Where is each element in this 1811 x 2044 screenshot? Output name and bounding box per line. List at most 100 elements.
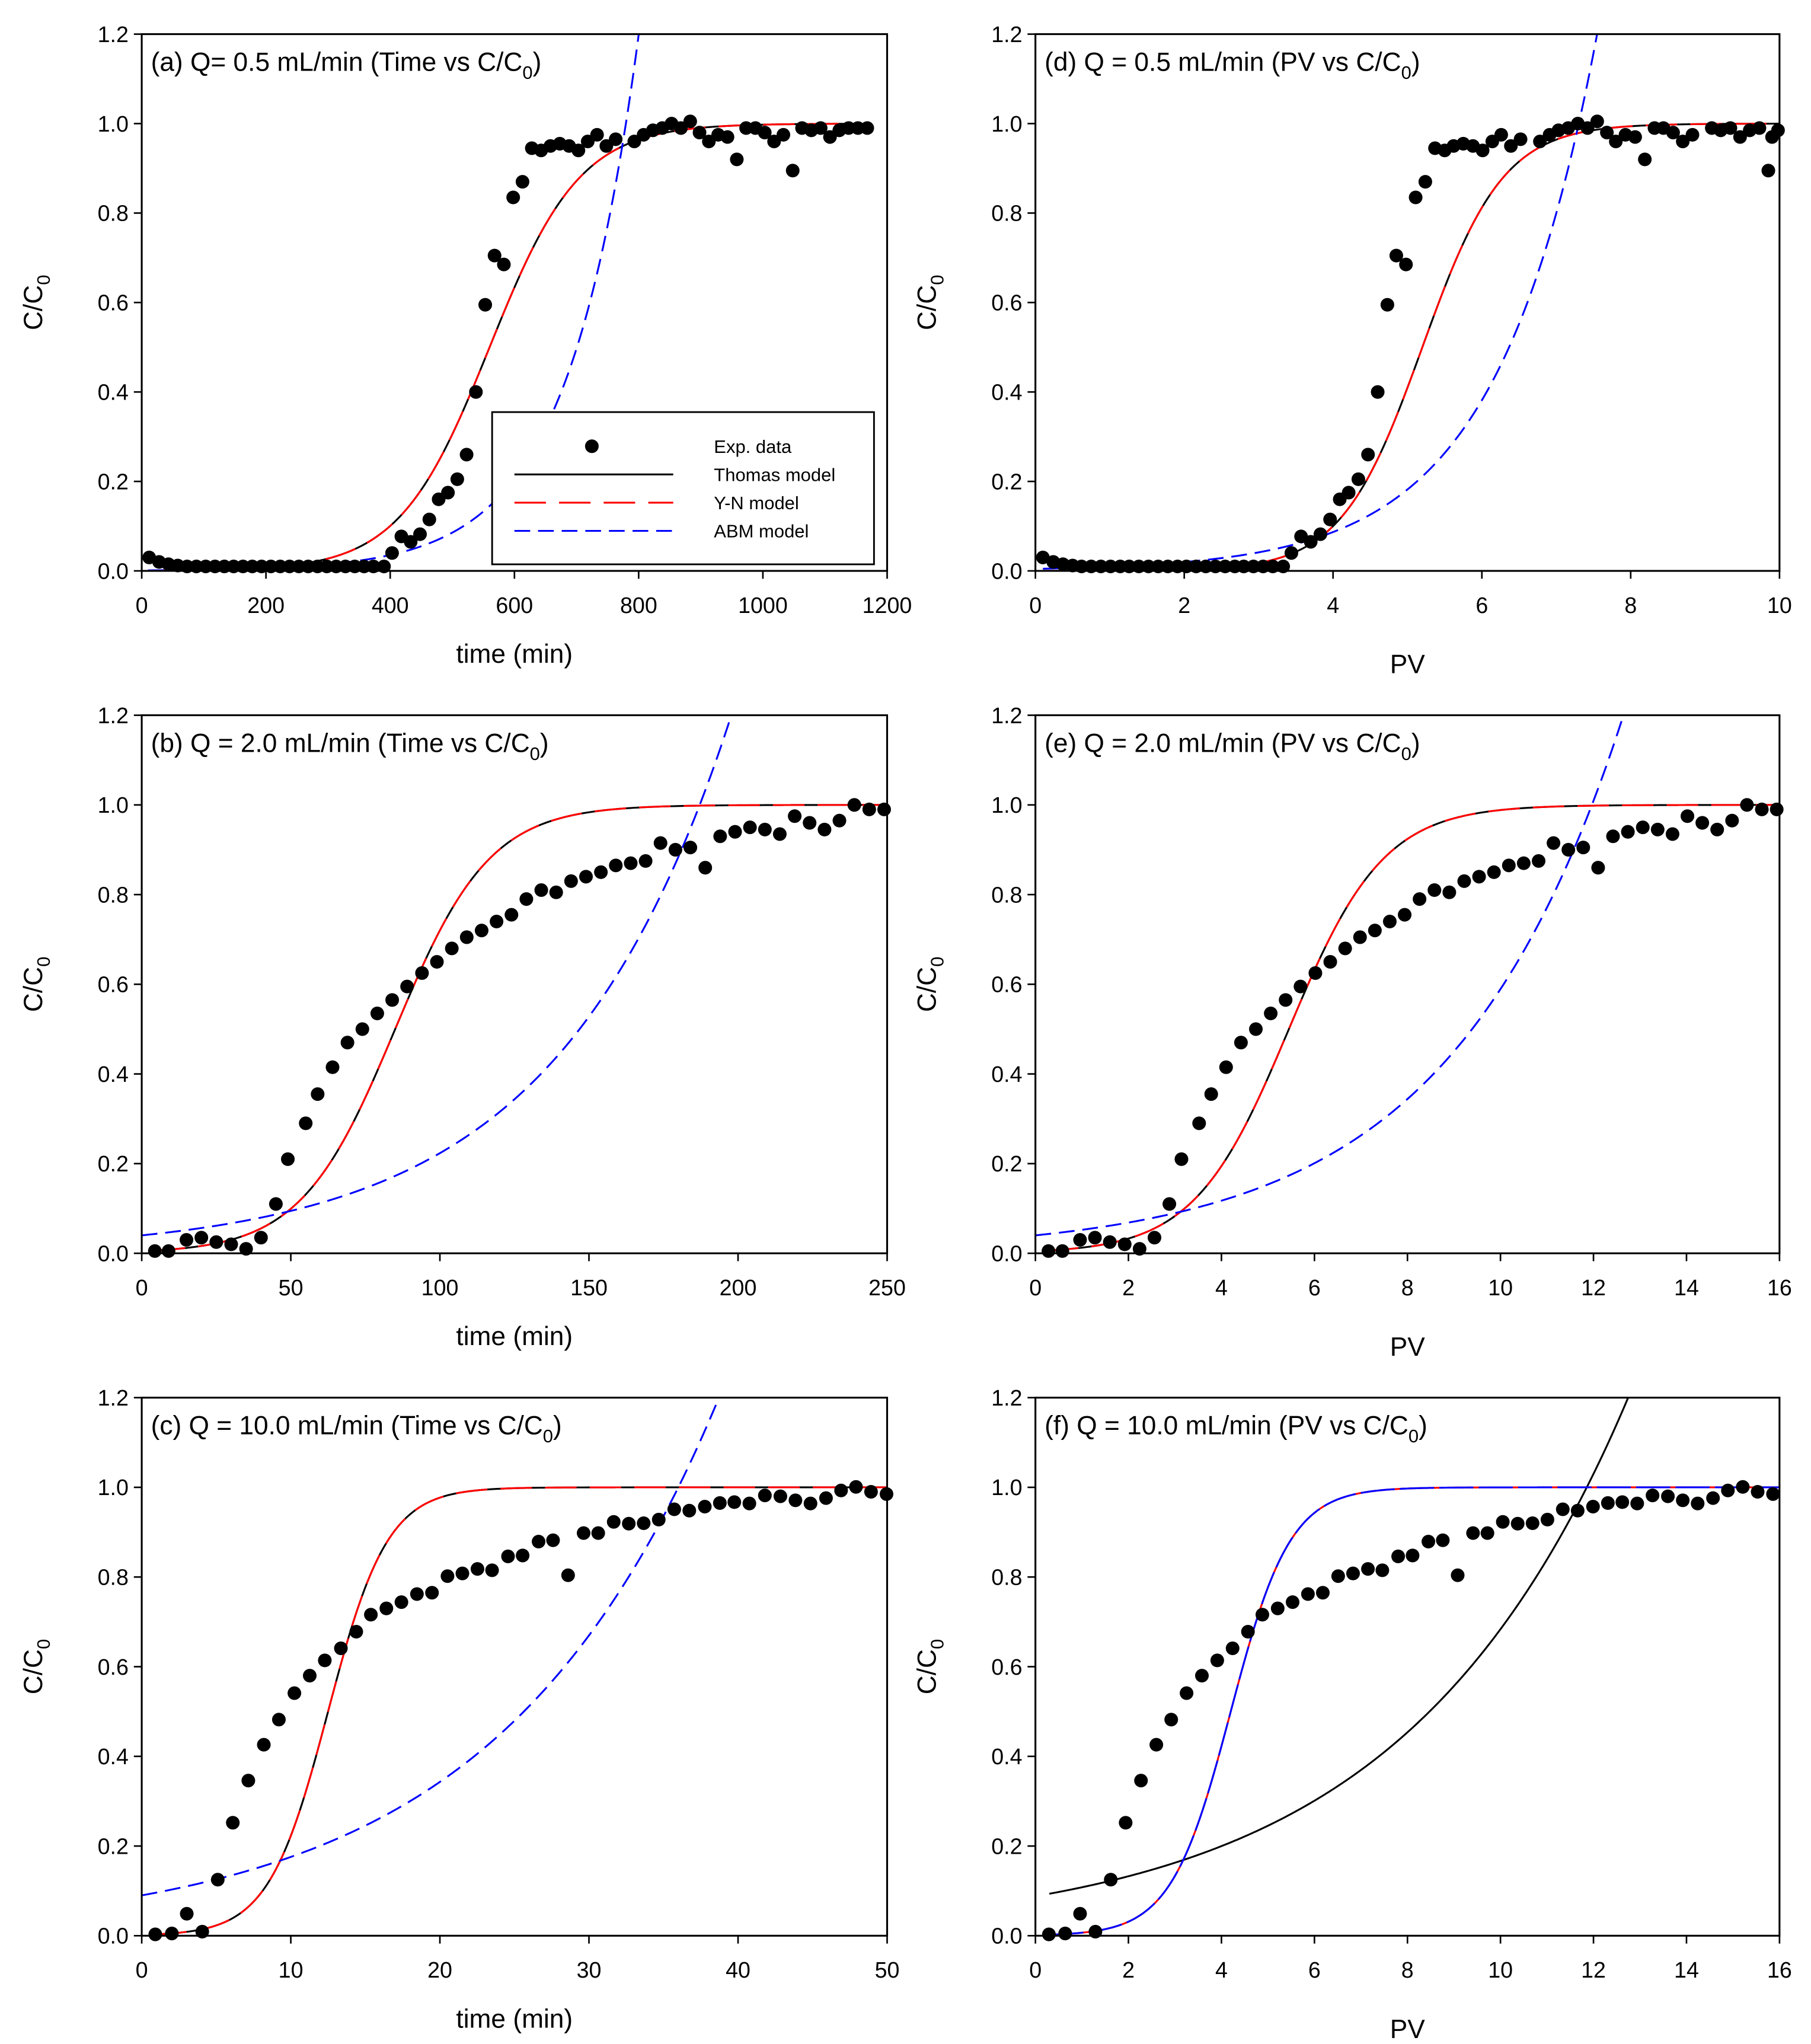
x-tick-label: 10 bbox=[1488, 1957, 1513, 1982]
x-tick-label: 1200 bbox=[863, 593, 912, 618]
y-axis-label: C/C0 bbox=[19, 957, 54, 1012]
data-point bbox=[1192, 1116, 1206, 1130]
data-point bbox=[1141, 559, 1155, 573]
data-point bbox=[257, 1738, 271, 1752]
data-point bbox=[1502, 858, 1516, 873]
y-tick-label: 0.0 bbox=[991, 1241, 1022, 1266]
data-point bbox=[862, 802, 876, 816]
data-point bbox=[506, 190, 520, 205]
data-point bbox=[1255, 1608, 1270, 1622]
data-point bbox=[1710, 822, 1724, 836]
data-point bbox=[758, 126, 772, 140]
data-point bbox=[561, 1568, 575, 1582]
data-point bbox=[728, 825, 742, 839]
x-tick-label: 30 bbox=[577, 1957, 602, 1982]
data-point bbox=[450, 472, 464, 486]
data-point bbox=[834, 1483, 848, 1497]
legend-label: ABM model bbox=[714, 521, 809, 542]
data-point bbox=[1132, 1242, 1146, 1256]
x-tick-label: 6 bbox=[1308, 1957, 1321, 1982]
y-tick-label: 0.6 bbox=[991, 972, 1022, 997]
data-point bbox=[226, 1816, 240, 1830]
data-point bbox=[1149, 1738, 1164, 1752]
data-point bbox=[1323, 955, 1337, 969]
data-point bbox=[1293, 979, 1308, 994]
data-point bbox=[1406, 1548, 1420, 1563]
data-point bbox=[1606, 829, 1620, 844]
x-tick-label: 400 bbox=[372, 593, 409, 618]
x-tick-label: 14 bbox=[1674, 1275, 1699, 1300]
thomas-model-curve bbox=[1043, 123, 1780, 571]
data-point bbox=[1525, 1516, 1539, 1530]
data-point bbox=[788, 809, 802, 823]
data-point bbox=[180, 1232, 194, 1247]
data-point bbox=[288, 1686, 302, 1700]
data-point bbox=[549, 885, 563, 899]
data-point bbox=[532, 1534, 546, 1548]
data-point bbox=[165, 1927, 179, 1941]
data-point bbox=[1285, 1595, 1300, 1609]
data-point bbox=[1609, 135, 1623, 149]
data-point bbox=[504, 908, 519, 922]
data-point bbox=[1055, 1244, 1069, 1258]
thomas-model-curve bbox=[154, 804, 887, 1252]
x-axis-label: PV bbox=[1390, 2015, 1426, 2044]
y-tick-label: 0.8 bbox=[991, 201, 1022, 226]
y-tick-label: 0.6 bbox=[991, 290, 1022, 315]
data-point bbox=[1681, 809, 1695, 823]
data-point bbox=[609, 858, 623, 873]
x-tick-label: 100 bbox=[421, 1275, 459, 1300]
data-point bbox=[1301, 1587, 1315, 1601]
data-point bbox=[413, 527, 427, 541]
data-point bbox=[571, 143, 586, 158]
data-point bbox=[1353, 930, 1367, 944]
data-point bbox=[1241, 1625, 1255, 1639]
data-point bbox=[1180, 1686, 1194, 1700]
y-tick-label: 0.6 bbox=[991, 1655, 1022, 1679]
y-tick-label: 0.4 bbox=[991, 1062, 1022, 1087]
data-point bbox=[311, 1087, 325, 1101]
data-point bbox=[1736, 1480, 1750, 1494]
data-point bbox=[682, 1503, 697, 1518]
data-point bbox=[637, 1516, 651, 1530]
data-point bbox=[1161, 559, 1175, 573]
data-point bbox=[1733, 130, 1747, 144]
data-point bbox=[668, 842, 682, 857]
data-point bbox=[1600, 126, 1614, 140]
data-point bbox=[1210, 1653, 1224, 1668]
x-tick-label: 1000 bbox=[738, 593, 788, 618]
data-point bbox=[385, 546, 399, 560]
data-point bbox=[1256, 559, 1270, 573]
y-n-model-curve bbox=[154, 804, 887, 1252]
data-point bbox=[1270, 1601, 1285, 1615]
data-point bbox=[370, 1007, 384, 1021]
data-point bbox=[1436, 1533, 1450, 1547]
y-tick-label: 0.0 bbox=[991, 1924, 1022, 1949]
data-point bbox=[1266, 559, 1280, 573]
legend-marker-icon bbox=[584, 439, 599, 453]
data-point bbox=[334, 1641, 348, 1656]
data-point bbox=[1723, 121, 1737, 135]
data-point bbox=[1315, 1586, 1330, 1600]
y-axis-label: C/C0 bbox=[912, 1639, 947, 1694]
x-tick-label: 0 bbox=[136, 1275, 148, 1300]
legend-label: Thomas model bbox=[714, 464, 835, 485]
x-tick-label: 4 bbox=[1215, 1957, 1228, 1982]
x-tick-label: 20 bbox=[427, 1957, 452, 1982]
data-point bbox=[1666, 126, 1680, 140]
data-point bbox=[1368, 924, 1382, 938]
abm-model-curve bbox=[142, 1397, 720, 1896]
x-tick-label: 200 bbox=[720, 1275, 757, 1300]
data-point bbox=[534, 883, 548, 898]
data-point bbox=[1218, 559, 1232, 573]
data-point bbox=[1556, 1502, 1570, 1516]
data-point bbox=[1615, 1495, 1630, 1509]
y-axis-label: C/C0 bbox=[912, 957, 947, 1012]
x-axis-label: time (min) bbox=[456, 1322, 573, 1351]
data-point bbox=[1088, 1231, 1102, 1245]
data-point bbox=[1151, 559, 1165, 573]
data-point bbox=[1516, 856, 1531, 870]
data-point bbox=[440, 1569, 455, 1583]
data-point bbox=[1361, 1562, 1375, 1576]
data-point bbox=[803, 1496, 817, 1510]
